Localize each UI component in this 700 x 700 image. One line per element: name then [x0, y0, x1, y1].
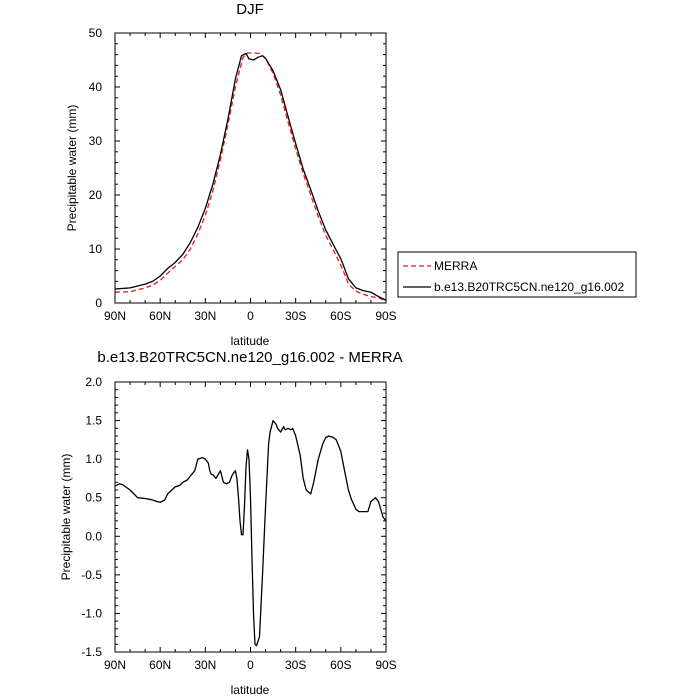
bottom-y-tick-label-6: 1.5: [85, 414, 102, 428]
top-x-tick-label-2: 30N: [194, 309, 216, 323]
top-y-tick-label-1: 10: [89, 242, 103, 256]
legend-label-model: b.e13.B20TRC5CN.ne120_g16.002: [434, 280, 624, 294]
bottom-x-tick-label-4: 30S: [285, 658, 306, 672]
top-y-tick-label-2: 20: [89, 188, 103, 202]
bottom-chart-title: b.e13.B20TRC5CN.ne120_g16.002 - MERRA: [97, 349, 402, 366]
top-x-tick-label-6: 90S: [375, 309, 396, 323]
bottom-series-line-0: [114, 419, 387, 647]
bottom-y-tick-label-4: 0.5: [85, 491, 102, 505]
legend-label-merra: MERRA: [434, 259, 477, 273]
top-chart-title: DJF: [236, 1, 264, 18]
bottom-y-tick-label-5: 1.0: [85, 452, 102, 466]
bottom-chart: b.e13.B20TRC5CN.ne120_g16.002 - MERRA 90…: [59, 349, 403, 697]
top-y-tick-label-4: 40: [89, 80, 103, 94]
top-plot-frame: [114, 32, 387, 304]
bottom-y-tick-label-1: -1.0: [81, 606, 102, 620]
top-x-tick-label-4: 30S: [285, 309, 306, 323]
bottom-y-tick-label-7: 2.0: [85, 375, 102, 389]
legend: MERRA b.e13.B20TRC5CN.ne120_g16.002: [397, 251, 637, 298]
bottom-chart-ylabel: Precipitable water (mm): [59, 454, 73, 581]
top-chart-xlabel: latitude: [231, 334, 270, 348]
bottom-y-tick-label-3: 0.0: [85, 529, 102, 543]
legend-box: [397, 251, 637, 298]
bottom-plot-frame: [114, 381, 387, 653]
bottom-x-tick-label-2: 30N: [194, 658, 216, 672]
top-y-tick-label-0: 0: [95, 296, 102, 310]
bottom-x-tick-label-3: 0: [247, 658, 254, 672]
top-chart-ylabel: Precipitable water (mm): [65, 105, 79, 232]
top-x-tick-label-1: 60N: [149, 309, 171, 323]
top-chart: DJF 90N 60N 30N 0 30S 60S 90S 0 10 20 30 40 50 Preci…: [65, 1, 637, 348]
top-x-tick-label-0: 90N: [104, 309, 126, 323]
bottom-x-tick-label-5: 60S: [330, 658, 351, 672]
top-x-tick-label-3: 0: [247, 309, 254, 323]
bottom-plot-area: 90N 60N 30N 0 30S 60S 90S -1.5 -1.0 -0.5 0.0 0.5 1.0…: [81, 375, 396, 672]
top-x-tick-label-5: 60S: [330, 309, 351, 323]
bottom-x-tick-label-6: 90S: [375, 658, 396, 672]
top-plot-area: 90N 60N 30N 0 30S 60S 90S 0 10 20 30 40 50: [89, 26, 397, 323]
top-series-line-0: [114, 52, 387, 301]
bottom-x-tick-label-1: 60N: [149, 658, 171, 672]
bottom-x-tick-label-0: 90N: [104, 658, 126, 672]
bottom-y-tick-label-2: -0.5: [81, 568, 102, 582]
top-series-line-1: [114, 52, 387, 301]
top-y-tick-label-3: 30: [89, 134, 103, 148]
top-y-tick-label-5: 50: [89, 26, 103, 40]
bottom-y-tick-label-0: -1.5: [81, 645, 102, 659]
bottom-chart-xlabel: latitude: [231, 683, 270, 697]
